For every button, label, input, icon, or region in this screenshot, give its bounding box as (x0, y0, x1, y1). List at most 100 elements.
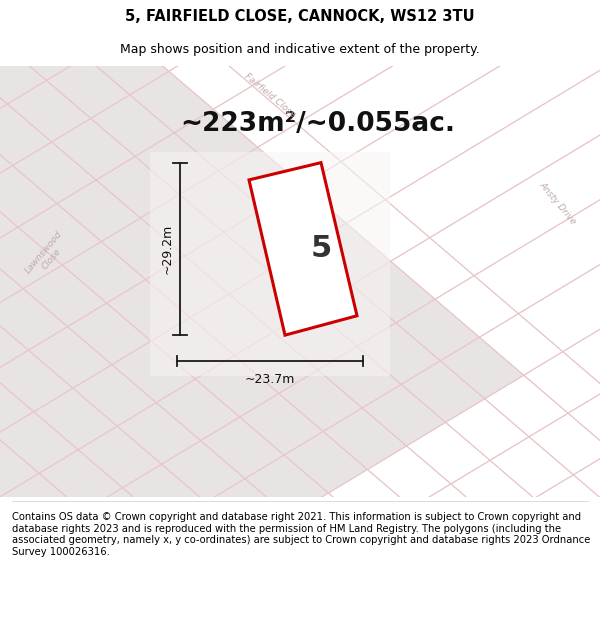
Polygon shape (206, 479, 289, 540)
Polygon shape (0, 289, 68, 350)
Polygon shape (190, 294, 274, 356)
Polygon shape (91, 95, 174, 156)
Polygon shape (174, 109, 257, 171)
Polygon shape (235, 332, 318, 394)
Polygon shape (0, 436, 39, 497)
Polygon shape (41, 0, 125, 57)
Polygon shape (0, 127, 13, 189)
Polygon shape (249, 162, 357, 335)
Text: ~29.2m: ~29.2m (160, 224, 173, 274)
Polygon shape (140, 194, 224, 256)
Polygon shape (352, 261, 435, 322)
Polygon shape (0, 42, 46, 104)
Polygon shape (34, 388, 117, 450)
Polygon shape (396, 299, 479, 361)
Polygon shape (156, 379, 239, 441)
Polygon shape (263, 185, 346, 247)
Polygon shape (0, 166, 57, 227)
Polygon shape (0, 227, 62, 289)
Polygon shape (89, 549, 172, 611)
Polygon shape (0, 521, 5, 582)
Polygon shape (96, 156, 179, 218)
Polygon shape (7, 81, 91, 142)
Polygon shape (130, 71, 213, 133)
Text: Contains OS data © Crown copyright and database right 2021. This information is : Contains OS data © Crown copyright and d… (12, 512, 590, 557)
Polygon shape (18, 204, 101, 265)
Polygon shape (200, 417, 284, 479)
Polygon shape (83, 488, 167, 549)
Polygon shape (0, 104, 52, 166)
Polygon shape (274, 308, 357, 370)
Polygon shape (73, 364, 156, 426)
Text: Fairfield Close: Fairfield Close (243, 72, 297, 120)
Polygon shape (62, 241, 146, 303)
Polygon shape (0, 582, 11, 625)
Polygon shape (50, 573, 133, 625)
Polygon shape (0, 4, 2, 66)
Text: ~23.7m: ~23.7m (245, 373, 295, 386)
Polygon shape (11, 596, 94, 625)
Polygon shape (0, 350, 73, 412)
Polygon shape (46, 57, 130, 118)
Polygon shape (196, 356, 279, 417)
Polygon shape (167, 502, 250, 564)
Polygon shape (44, 511, 128, 573)
Polygon shape (224, 209, 307, 271)
Text: Lawnswood
Close: Lawnswood Close (23, 229, 73, 282)
Text: 5: 5 (310, 234, 332, 263)
Polygon shape (218, 148, 302, 209)
Polygon shape (68, 303, 151, 364)
Polygon shape (362, 384, 446, 446)
Polygon shape (150, 152, 390, 376)
Polygon shape (323, 408, 407, 469)
Polygon shape (313, 285, 396, 346)
Polygon shape (151, 318, 235, 379)
Polygon shape (185, 232, 268, 294)
Polygon shape (401, 361, 485, 423)
Text: Ansty Drive: Ansty Drive (538, 181, 578, 227)
Text: ~223m²/~0.055ac.: ~223m²/~0.055ac. (180, 111, 455, 137)
Polygon shape (0, 412, 78, 473)
Polygon shape (284, 431, 367, 493)
Polygon shape (0, 473, 83, 535)
Polygon shape (279, 370, 362, 431)
Polygon shape (268, 247, 352, 308)
Polygon shape (440, 338, 524, 399)
Polygon shape (57, 180, 140, 241)
Polygon shape (0, 497, 44, 558)
Polygon shape (122, 464, 206, 526)
Polygon shape (29, 327, 112, 388)
Polygon shape (107, 279, 190, 341)
Polygon shape (357, 322, 440, 384)
Polygon shape (179, 171, 263, 232)
Polygon shape (5, 535, 89, 596)
Polygon shape (0, 620, 55, 625)
Polygon shape (128, 526, 211, 588)
Polygon shape (0, 558, 50, 620)
Polygon shape (112, 341, 196, 402)
Polygon shape (239, 394, 323, 455)
Polygon shape (2, 19, 86, 81)
Polygon shape (0, 312, 29, 374)
Polygon shape (0, 374, 34, 436)
Polygon shape (307, 223, 391, 285)
Polygon shape (52, 118, 135, 180)
Text: 5, FAIRFIELD CLOSE, CANNOCK, WS12 3TU: 5, FAIRFIELD CLOSE, CANNOCK, WS12 3TU (125, 9, 475, 24)
Polygon shape (0, 0, 80, 19)
Polygon shape (101, 218, 185, 279)
Polygon shape (0, 66, 7, 128)
Polygon shape (23, 265, 107, 327)
Polygon shape (135, 133, 218, 194)
Polygon shape (117, 402, 200, 464)
Polygon shape (78, 426, 161, 488)
Polygon shape (13, 142, 96, 204)
Polygon shape (0, 251, 23, 312)
Polygon shape (318, 346, 401, 408)
Polygon shape (245, 455, 328, 517)
Text: Map shows position and indicative extent of the property.: Map shows position and indicative extent… (120, 42, 480, 56)
Polygon shape (0, 0, 41, 42)
Polygon shape (229, 271, 313, 332)
Polygon shape (39, 450, 122, 511)
Polygon shape (146, 256, 229, 318)
Polygon shape (161, 441, 245, 502)
